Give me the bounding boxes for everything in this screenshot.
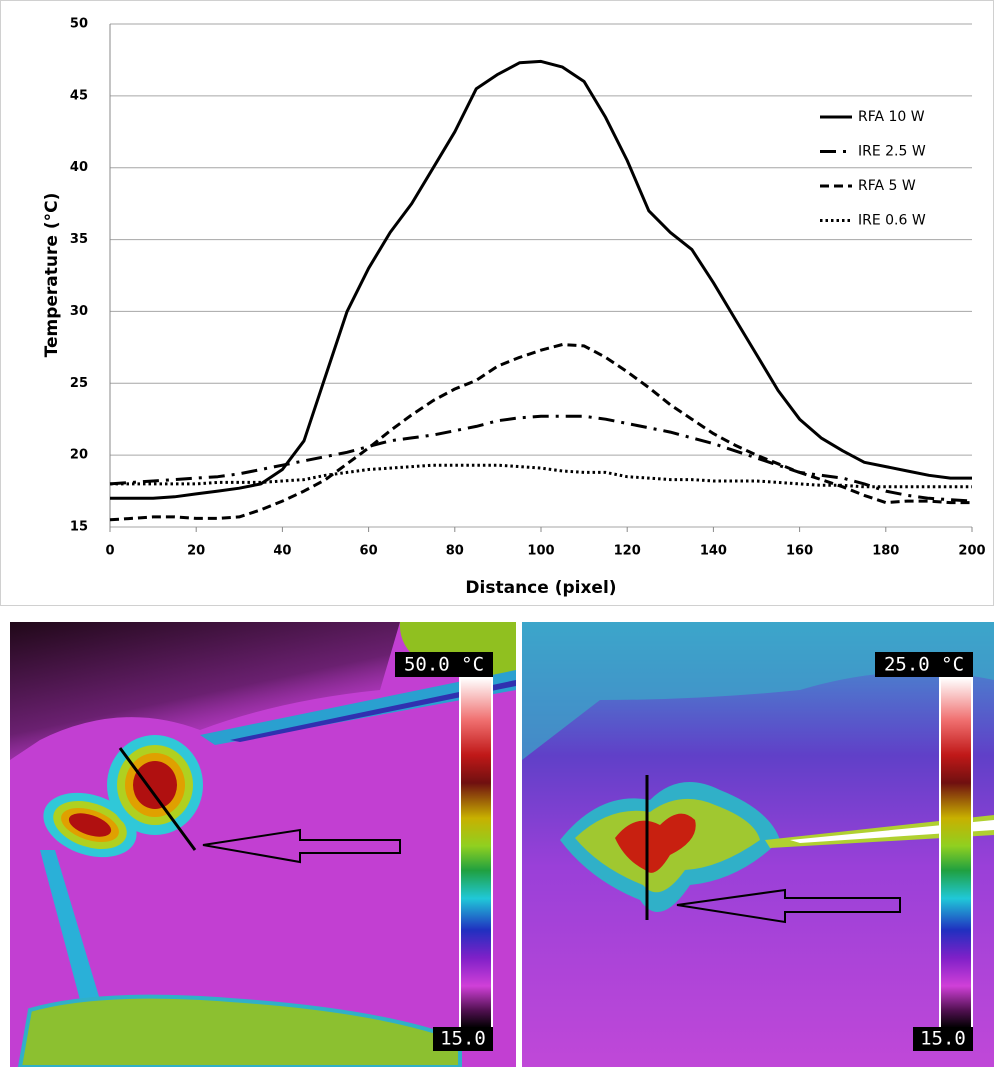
y-tick-label: 20: [70, 448, 88, 463]
legend-label: RFA 5 W: [858, 178, 916, 194]
x-tick-label: 120: [614, 544, 641, 559]
x-tick-label: 40: [273, 544, 291, 559]
x-tick-label: 180: [872, 544, 899, 559]
legend-label: IRE 0.6 W: [858, 213, 926, 229]
y-tick-label: 35: [70, 232, 88, 247]
thermal-dark-region: [10, 622, 400, 760]
arrow: [676, 888, 901, 924]
colorbar: [459, 677, 493, 1029]
colorbar-min-label: 15.0: [440, 1028, 486, 1050]
colorbar-min-label: 15.0: [920, 1028, 966, 1050]
plot-area: 15 20 25 30 35 40 45 50 0 20 40 60 80 100 120 140 160 180…: [70, 17, 986, 559]
x-tick-label: 100: [527, 544, 554, 559]
label-box: [913, 1027, 973, 1051]
thermal-probe: [40, 850, 100, 1000]
y-tick-label: 45: [70, 88, 88, 103]
colorbar-max-label: 50.0 °C: [404, 654, 484, 676]
profile-line: [118, 747, 197, 851]
x-tick-label: 0: [105, 544, 114, 559]
legend-label: RFA 10 W: [858, 109, 925, 125]
series-line: [109, 414, 973, 503]
thermal-probe-core: [230, 680, 516, 742]
y-tick-label: 40: [70, 160, 88, 175]
hot-spot: [133, 761, 177, 809]
label-box: [875, 652, 973, 677]
x-tick-label: 160: [786, 544, 813, 559]
x-tick-label: 140: [700, 544, 727, 559]
thermal-probe: [200, 670, 516, 745]
y-tick-label: 15: [70, 520, 88, 535]
thermal-image-left: 50.0 °C 15.0: [10, 622, 516, 1069]
x-axis-title: Distance (pixel): [465, 578, 616, 598]
label-box: [433, 1027, 493, 1051]
colorbar-max-label: 25.0 °C: [884, 654, 964, 676]
thermal-warm-region: [17, 994, 462, 1069]
legend-label: IRE 2.5 W: [858, 144, 926, 160]
y-tick-label: 30: [70, 304, 88, 319]
y-tick-label: 50: [70, 17, 88, 32]
label-box: [395, 652, 493, 677]
chart-frame: [0, 0, 994, 606]
y-axis-title: Temperature (°C): [42, 193, 62, 358]
colorbar: [939, 677, 973, 1029]
series-line: [110, 463, 972, 489]
x-tick-label: 60: [360, 544, 378, 559]
series-line: [110, 59, 972, 500]
x-tick-label: 200: [958, 544, 985, 559]
thermal-image-right: 25.0 °C 15.0: [522, 622, 994, 1067]
x-tick-label: 80: [446, 544, 464, 559]
arrow: [202, 828, 401, 864]
hot-spot: [615, 813, 696, 873]
hot-spot: [68, 813, 112, 837]
x-tick-label: 20: [187, 544, 205, 559]
y-tick-label: 25: [70, 376, 88, 391]
series-line: [109, 343, 972, 522]
